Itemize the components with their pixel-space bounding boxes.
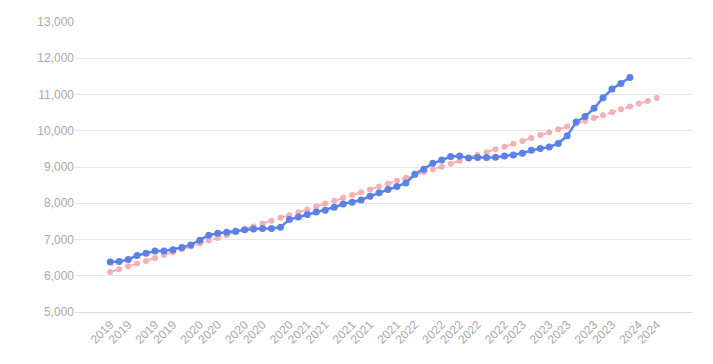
svg-text:2021: 2021 — [330, 318, 359, 347]
svg-text:2019: 2019 — [88, 318, 117, 347]
svg-text:8,000: 8,000 — [44, 196, 74, 210]
svg-text:2020: 2020 — [267, 318, 296, 347]
svg-text:10,000: 10,000 — [37, 124, 74, 138]
svg-text:11,000: 11,000 — [38, 88, 74, 102]
svg-text:7,000: 7,000 — [44, 233, 74, 247]
svg-text:6,000: 6,000 — [44, 269, 74, 283]
svg-text:2023: 2023 — [572, 318, 601, 347]
svg-text:2020: 2020 — [240, 318, 269, 347]
svg-text:2020: 2020 — [177, 318, 206, 347]
svg-text:2023: 2023 — [500, 318, 529, 347]
svg-text:2024: 2024 — [616, 318, 645, 347]
svg-text:2021: 2021 — [348, 318, 377, 347]
svg-text:13,000: 13,000 — [37, 15, 74, 29]
svg-text:2023: 2023 — [545, 318, 574, 347]
svg-text:2023: 2023 — [527, 318, 556, 347]
svg-text:2019: 2019 — [151, 318, 180, 347]
svg-text:2021: 2021 — [303, 318, 332, 347]
svg-text:2019: 2019 — [133, 318, 162, 347]
svg-text:9,000: 9,000 — [44, 160, 74, 174]
svg-text:2021: 2021 — [285, 318, 314, 347]
svg-text:2022: 2022 — [419, 318, 448, 347]
svg-text:12,000: 12,000 — [37, 51, 74, 65]
svg-text:2020: 2020 — [195, 318, 224, 347]
svg-text:2022: 2022 — [437, 318, 466, 347]
svg-text:2019: 2019 — [106, 318, 135, 347]
svg-text:2021: 2021 — [375, 318, 404, 347]
svg-text:2022: 2022 — [455, 318, 484, 347]
svg-text:2024: 2024 — [634, 318, 663, 347]
svg-text:2020: 2020 — [222, 318, 251, 347]
svg-text:2022: 2022 — [482, 318, 511, 347]
svg-text:2022: 2022 — [392, 318, 421, 347]
svg-text:5,000: 5,000 — [44, 305, 74, 319]
svg-text:2023: 2023 — [590, 318, 619, 347]
